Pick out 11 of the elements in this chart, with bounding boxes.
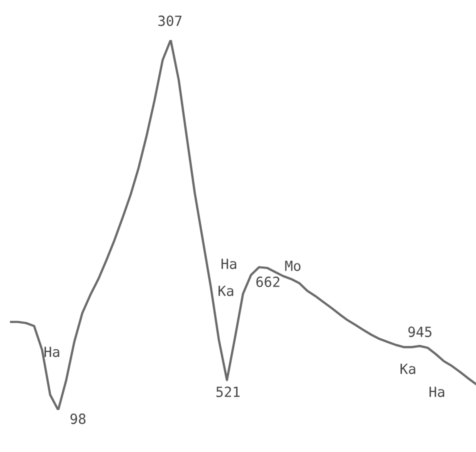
annotation: Ka (400, 364, 416, 374)
annotation: Ka (218, 286, 234, 296)
annotation: Ha (44, 346, 60, 358)
annotation: 945 (408, 326, 432, 338)
annotation: 521 (216, 386, 240, 398)
text: 307 (158, 16, 182, 26)
annotation: Ha (222, 258, 236, 270)
text: 98 (70, 414, 86, 424)
annotation: Mo (285, 260, 300, 272)
annotation: 662 (256, 276, 280, 288)
annotation: Ha (430, 386, 444, 398)
